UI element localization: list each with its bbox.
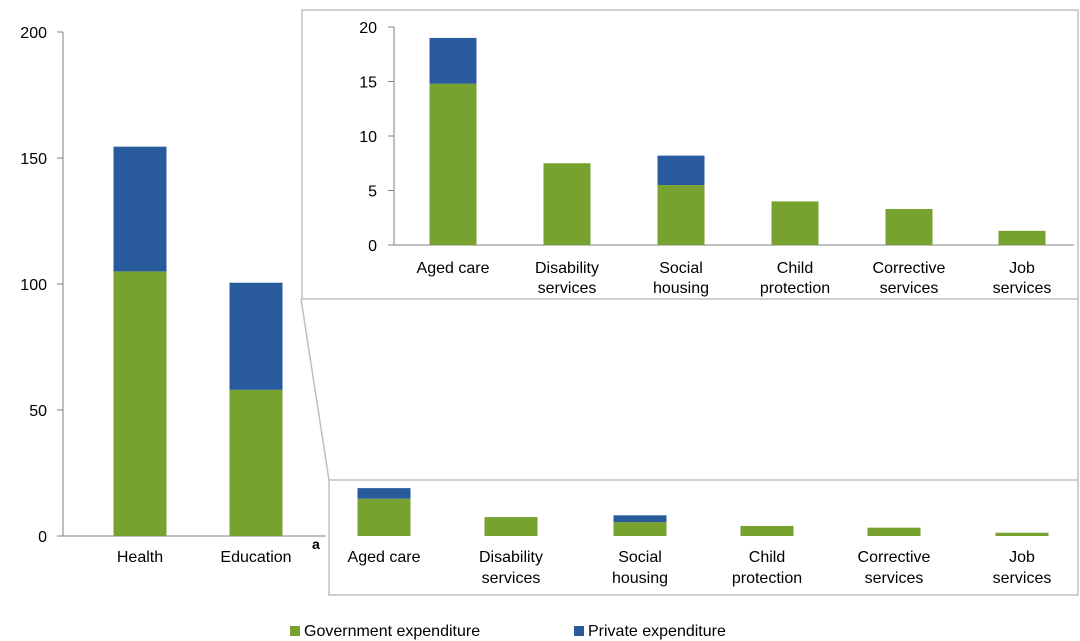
inset-x-tick-label: housing — [653, 280, 709, 297]
x-tick-label: Social — [618, 549, 662, 566]
bar-government-job-services — [995, 532, 1049, 536]
x-tick-label: protection — [732, 570, 802, 587]
x-tick-label: Aged care — [348, 549, 421, 566]
inset-x-tick-label: services — [993, 280, 1052, 297]
inset-y-tick-label: 15 — [359, 75, 377, 92]
inset-y-tick-label: 5 — [368, 184, 377, 201]
inset-bar-private-aged-care — [429, 37, 477, 84]
inset-x-tick-label: Social — [659, 260, 703, 277]
bar-private-aged-care — [357, 488, 411, 499]
x-tick-label: services — [865, 570, 924, 587]
inset-x-tick-label: protection — [760, 280, 830, 297]
legend-swatch-private — [574, 626, 584, 636]
x-tick-label: housing — [612, 570, 668, 587]
x-tick-label: Corrective — [858, 549, 931, 566]
bar-government-disability-services — [484, 517, 538, 536]
x-tick-label: services — [993, 570, 1052, 587]
inset-bar-government-job-services — [998, 230, 1046, 245]
inset-y-tick-label: 10 — [359, 129, 377, 146]
zoom-connector-lines — [300, 298, 1079, 481]
inset-x-tick-label: services — [538, 280, 597, 297]
inset-frame — [301, 9, 1079, 300]
bar-private-health — [113, 146, 167, 272]
bar-government-child-protection — [740, 525, 794, 536]
bar-government-health — [113, 271, 167, 536]
note-marker: a — [312, 536, 320, 552]
y-tick-label: 150 — [20, 151, 47, 168]
inset-x-tick-label: Aged care — [417, 260, 490, 277]
inset-chart: 0 5 10 15 20 Aged care Disability services Socia… — [301, 9, 1079, 300]
bar-government-education — [229, 389, 283, 536]
legend-label-private: Private expenditure — [588, 623, 726, 640]
bar-private-education — [229, 282, 283, 390]
x-tick-label: Disability — [479, 549, 543, 566]
bar-government-aged-care — [357, 498, 411, 536]
inset-bar-government-social-housing — [657, 185, 705, 245]
inset-bar-government-child-protection — [771, 201, 819, 245]
y-tick-label: 200 — [20, 25, 47, 42]
inset-x-tick-label: services — [880, 280, 939, 297]
x-tick-label: Job — [1009, 549, 1035, 566]
y-tick-label: 50 — [29, 403, 47, 420]
y-tick-label: 0 — [38, 529, 47, 546]
inset-bar-government-disability-services — [543, 163, 591, 245]
x-tick-label: Child — [749, 549, 785, 566]
zoom-source-frame — [328, 479, 1079, 596]
x-tick-label: Health — [117, 549, 163, 566]
y-tick-label: 100 — [20, 277, 47, 294]
inset-x-tick-label: Job — [1009, 260, 1035, 277]
inset-bar-private-social-housing — [657, 155, 705, 186]
inset-bar-government-corrective-services — [885, 209, 933, 245]
zoom-connector-left — [300, 298, 330, 481]
legend-label-government: Government expenditure — [304, 623, 480, 640]
x-tick-label: Education — [220, 549, 291, 566]
inset-y-tick-label: 0 — [368, 238, 377, 255]
bar-government-social-housing — [613, 522, 667, 536]
inset-x-tick-label: Disability — [535, 260, 599, 277]
inset-x-tick-label: Child — [777, 260, 813, 277]
legend-swatch-government — [290, 626, 300, 636]
inset-y-tick-label: 20 — [359, 20, 377, 37]
inset-x-tick-label: Corrective — [873, 260, 946, 277]
inset-bar-government-aged-care — [429, 83, 477, 246]
bar-government-corrective-services — [867, 527, 921, 536]
legend: Government expenditure Private expenditu… — [290, 623, 726, 640]
bar-private-social-housing — [613, 515, 667, 523]
x-tick-label: services — [482, 570, 541, 587]
